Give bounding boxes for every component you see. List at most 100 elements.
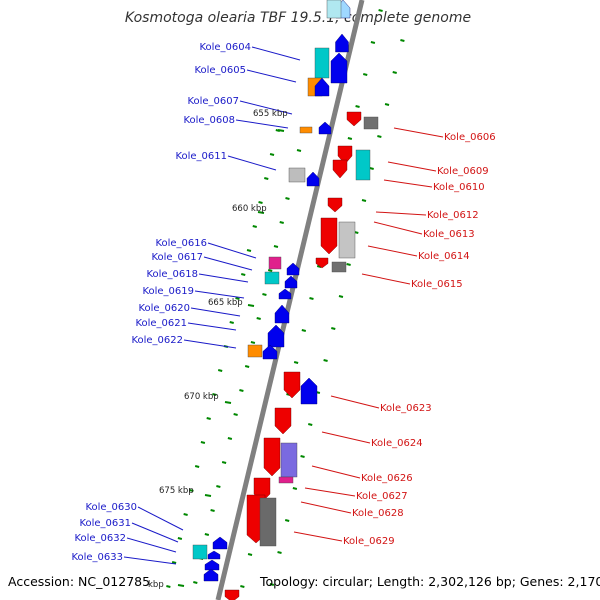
tick-mark	[229, 321, 234, 324]
gene-label-kole-0610: Kole_0610	[433, 182, 485, 193]
gene-label-kole-0611: Kole_0611	[175, 151, 227, 162]
gene-label-kole-0604: Kole_0604	[199, 42, 251, 53]
gene-label-kole-0617: Kole_0617	[151, 252, 203, 263]
leader-line	[304, 487, 356, 497]
tick-mark	[323, 359, 328, 362]
gene-label-kole-0612: Kole_0612	[427, 210, 479, 221]
tick-mark	[285, 197, 290, 200]
gene-label-kole-0609: Kole_0609	[437, 166, 489, 177]
forward-gene-arrow	[207, 550, 221, 560]
scale-label: 655 kbp	[253, 109, 288, 119]
reverse-gene-arrow	[332, 159, 348, 179]
gene-label-kole-0620: Kole_0620	[138, 303, 190, 314]
leader-line	[207, 242, 257, 259]
tick-mark	[189, 489, 194, 492]
leader-line	[251, 46, 301, 61]
tick-mark	[377, 135, 382, 138]
tick-mark	[183, 513, 188, 516]
leader-line	[131, 522, 179, 543]
forward-gene-arrow	[203, 568, 219, 582]
tick-mark	[279, 221, 284, 224]
gene-label-kole-0616: Kole_0616	[155, 238, 207, 249]
leader-line	[321, 431, 371, 444]
leader-line	[123, 556, 177, 565]
tick-mark	[292, 487, 298, 490]
tick-mark	[227, 437, 233, 440]
forward-gene-arrow	[318, 121, 332, 135]
tick-mark	[235, 297, 240, 300]
gene-label-kole-0629: Kole_0629	[343, 536, 395, 547]
major-tick	[204, 494, 212, 497]
genome-title: Kosmotoga olearia TBF 19.5.1, complete g…	[125, 10, 471, 26]
label-leader-lines	[123, 46, 444, 565]
tick-mark	[193, 581, 198, 584]
gene-label-kole-0623: Kole_0623	[380, 403, 432, 414]
scale-label: 670 kbp	[184, 392, 219, 402]
gene-label-kole-0622: Kole_0622	[131, 335, 183, 346]
tick-mark	[369, 167, 374, 170]
forward-gene-arrow	[204, 559, 220, 571]
tick-mark	[347, 137, 353, 140]
tick-mark	[177, 537, 183, 540]
leader-line	[198, 273, 249, 283]
tick-mark	[250, 341, 256, 344]
forward-gene-arrow	[278, 288, 292, 300]
scale-label: 665 kbp	[208, 298, 243, 308]
tick-mark	[301, 329, 307, 332]
tick-mark	[246, 249, 252, 252]
tick-mark	[273, 245, 279, 248]
forward-gene-arrow	[330, 52, 348, 84]
tick-mark	[244, 365, 250, 368]
magenta-feature	[268, 256, 282, 270]
tick-mark	[392, 71, 397, 74]
tick-mark	[277, 551, 282, 554]
tick-mark	[400, 39, 405, 42]
forward-gene-arrow	[306, 171, 320, 187]
leader-line	[387, 161, 437, 172]
leader-line	[311, 465, 361, 479]
accession-text: Accession: NC_012785	[8, 574, 150, 589]
forward-gene-arrow	[274, 304, 290, 324]
gene-label-kole-0626: Kole_0626	[361, 473, 413, 484]
rna-feature	[326, 0, 342, 19]
gene-label-kole-0633: Kole_0633	[71, 552, 123, 563]
tick-mark	[210, 509, 215, 512]
tick-mark	[258, 201, 263, 204]
tick-mark	[204, 533, 210, 536]
tick-mark	[166, 585, 171, 588]
grey-feature	[288, 167, 306, 183]
major-tick	[247, 304, 255, 307]
leader-line	[373, 221, 423, 235]
tick-mark	[252, 225, 258, 228]
leader-line	[375, 211, 427, 216]
gene-label-kole-0615: Kole_0615	[411, 279, 463, 290]
tick-mark	[346, 263, 351, 266]
gene-label-kole-0613: Kole_0613	[423, 229, 475, 240]
tick-mark	[221, 461, 227, 464]
scale-label: 660 kbp	[232, 204, 267, 214]
genome-backbone	[215, 0, 365, 600]
cyan-feature	[314, 47, 330, 79]
tick-mark	[217, 369, 223, 372]
gene-features	[192, 0, 379, 600]
leader-line	[361, 273, 411, 285]
tick-mark	[300, 455, 305, 458]
forward-gene-arrow	[286, 262, 300, 276]
leader-line	[187, 322, 237, 331]
tick-mark	[269, 583, 275, 586]
grey-feature	[259, 497, 277, 547]
tick-mark	[309, 297, 314, 300]
tick-mark	[212, 393, 217, 396]
forward-gene-arrow	[284, 275, 298, 289]
reverse-gene-arrow	[346, 111, 362, 127]
leader-line	[227, 155, 277, 171]
tick-mark	[331, 327, 336, 330]
reverse-gene-arrow	[315, 257, 329, 269]
reverse-gene-arrow	[283, 371, 301, 399]
reverse-gene-arrow	[337, 145, 353, 165]
reverse-gene-arrow	[327, 197, 343, 213]
tick-mark	[361, 199, 367, 202]
reverse-gene-arrow	[274, 407, 292, 435]
gene-label-kole-0627: Kole_0627	[356, 491, 408, 502]
